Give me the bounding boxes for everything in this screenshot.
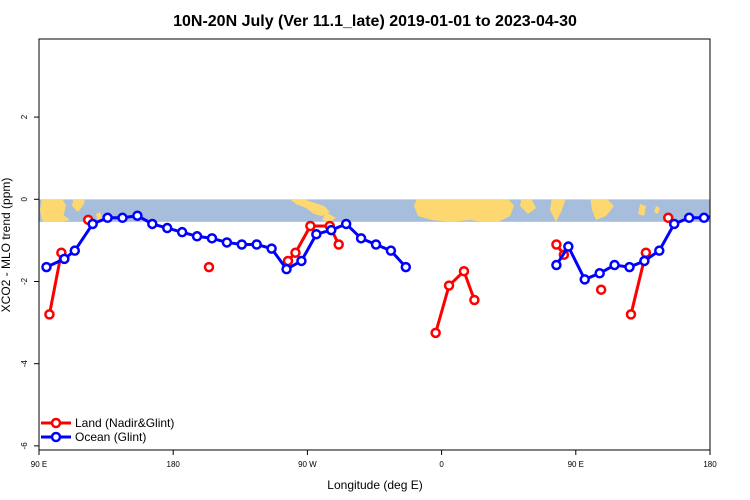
- data-point-ocean: [311, 228, 322, 240]
- data-point-ocean: [745, 224, 750, 232]
- data-point-ocean: [117, 212, 128, 224]
- data-point-ocean: [87, 218, 98, 230]
- data-point-ocean: [579, 274, 590, 285]
- data-point-ocean: [609, 259, 620, 271]
- y-tick-label: 0: [20, 197, 29, 202]
- data-point-land: [640, 247, 652, 258]
- data-point-land: [305, 220, 316, 232]
- data-point-ocean: [132, 210, 143, 221]
- data-point-ocean: [69, 245, 81, 256]
- series-line-ocean: [555, 215, 710, 281]
- land-mass-australia-east: [72, 199, 85, 212]
- x-axis: 90 E 180 90 W 0 90 E 180: [31, 450, 717, 469]
- data-point-land: [595, 284, 607, 295]
- y-tick-label: -2: [20, 277, 29, 285]
- y-tick-label: -4: [20, 360, 29, 368]
- x-tick-label: 90 E: [568, 460, 584, 469]
- data-point-ocean: [221, 237, 233, 248]
- data-point-ocean: [594, 268, 605, 279]
- data-point-ocean: [668, 218, 680, 230]
- land-mass-philippines: [638, 204, 646, 216]
- data-point-land: [44, 309, 55, 320]
- chart-title: 10N-20N July (Ver 11.1_late) 2019-01-01 …: [173, 13, 577, 30]
- data-point-ocean: [698, 212, 710, 224]
- data-point-ocean: [236, 239, 248, 250]
- data-point-ocean: [400, 261, 412, 273]
- data-point-land: [625, 309, 637, 320]
- data-point-land: [469, 294, 480, 306]
- x-tick-label: 180: [167, 460, 181, 469]
- data-point-ocean: [102, 212, 113, 224]
- y-axis: 2 0 -2 -4 -6: [20, 114, 39, 449]
- land-mass-india: [550, 199, 566, 222]
- y-tick-label: 2: [20, 114, 29, 119]
- data-point-land: [333, 239, 344, 250]
- data-point-land: [290, 247, 301, 258]
- land-mass-small-island: [654, 206, 660, 214]
- data-point-ocean: [563, 241, 574, 252]
- legend-marker-land: [50, 417, 62, 429]
- data-point-land: [430, 327, 441, 339]
- series-line-land: [47, 252, 63, 315]
- data-point-ocean: [340, 218, 352, 230]
- data-point-ocean: [296, 255, 307, 267]
- data-point-ocean: [266, 243, 277, 254]
- land-mass-arabia: [520, 199, 536, 214]
- legend: Land (Nadir&Glint) Ocean (Glint): [41, 416, 174, 444]
- data-point-ocean: [147, 218, 158, 230]
- data-point-ocean: [385, 245, 397, 256]
- plot-frame: [38, 38, 711, 451]
- land-mass-australia-south: [50, 212, 70, 222]
- series-line-land: [434, 269, 476, 334]
- x-tick-label: 0: [439, 460, 444, 469]
- data-point-ocean: [715, 212, 723, 220]
- y-tick-label: -6: [20, 442, 29, 450]
- data-point-ocean: [654, 245, 665, 256]
- land-mass-africa: [414, 199, 514, 222]
- series-ocean: [41, 210, 750, 285]
- data-point-ocean: [59, 253, 70, 265]
- x-tick-label: 90 W: [298, 460, 317, 469]
- data-point-land: [458, 265, 470, 277]
- data-point-ocean: [191, 231, 203, 242]
- series-layer: [41, 210, 750, 339]
- data-point-ocean: [161, 222, 173, 234]
- data-point-ocean: [730, 220, 738, 228]
- map-band: [39, 199, 710, 222]
- data-point-ocean: [683, 212, 695, 224]
- x-tick-label: 180: [703, 460, 717, 469]
- land-mass-central-america: [322, 212, 336, 222]
- map-band-ocean: [39, 199, 710, 222]
- map-band-land: [40, 199, 660, 222]
- data-point-land: [551, 239, 562, 250]
- data-point-land: [203, 261, 215, 273]
- data-point-ocean: [370, 239, 382, 250]
- x-tick-label: 90 E: [31, 460, 47, 469]
- land-mass-southeast-asia: [590, 199, 614, 220]
- y-axis-label: XCO2 - MLO trend (ppm): [0, 178, 13, 313]
- data-point-land: [282, 255, 294, 267]
- legend-label-ocean: Ocean (Glint): [75, 430, 146, 444]
- data-point-ocean: [551, 259, 562, 271]
- legend-marker-ocean: [50, 431, 62, 443]
- data-point-ocean: [281, 263, 292, 275]
- land-mass-mexico: [290, 199, 330, 216]
- x-axis-label: Longitude (deg E): [327, 478, 422, 492]
- data-point-ocean: [639, 255, 650, 267]
- data-point-ocean: [355, 233, 367, 244]
- data-point-ocean: [176, 226, 188, 238]
- data-point-ocean: [251, 239, 262, 250]
- data-point-land: [662, 212, 674, 224]
- series-land: [44, 212, 674, 339]
- legend-label-land: Land (Nadir&Glint): [75, 416, 174, 430]
- data-point-ocean: [326, 224, 337, 236]
- data-point-ocean: [206, 233, 218, 244]
- data-point-ocean: [41, 261, 52, 273]
- data-point-land: [443, 280, 455, 291]
- data-point-ocean: [624, 261, 635, 273]
